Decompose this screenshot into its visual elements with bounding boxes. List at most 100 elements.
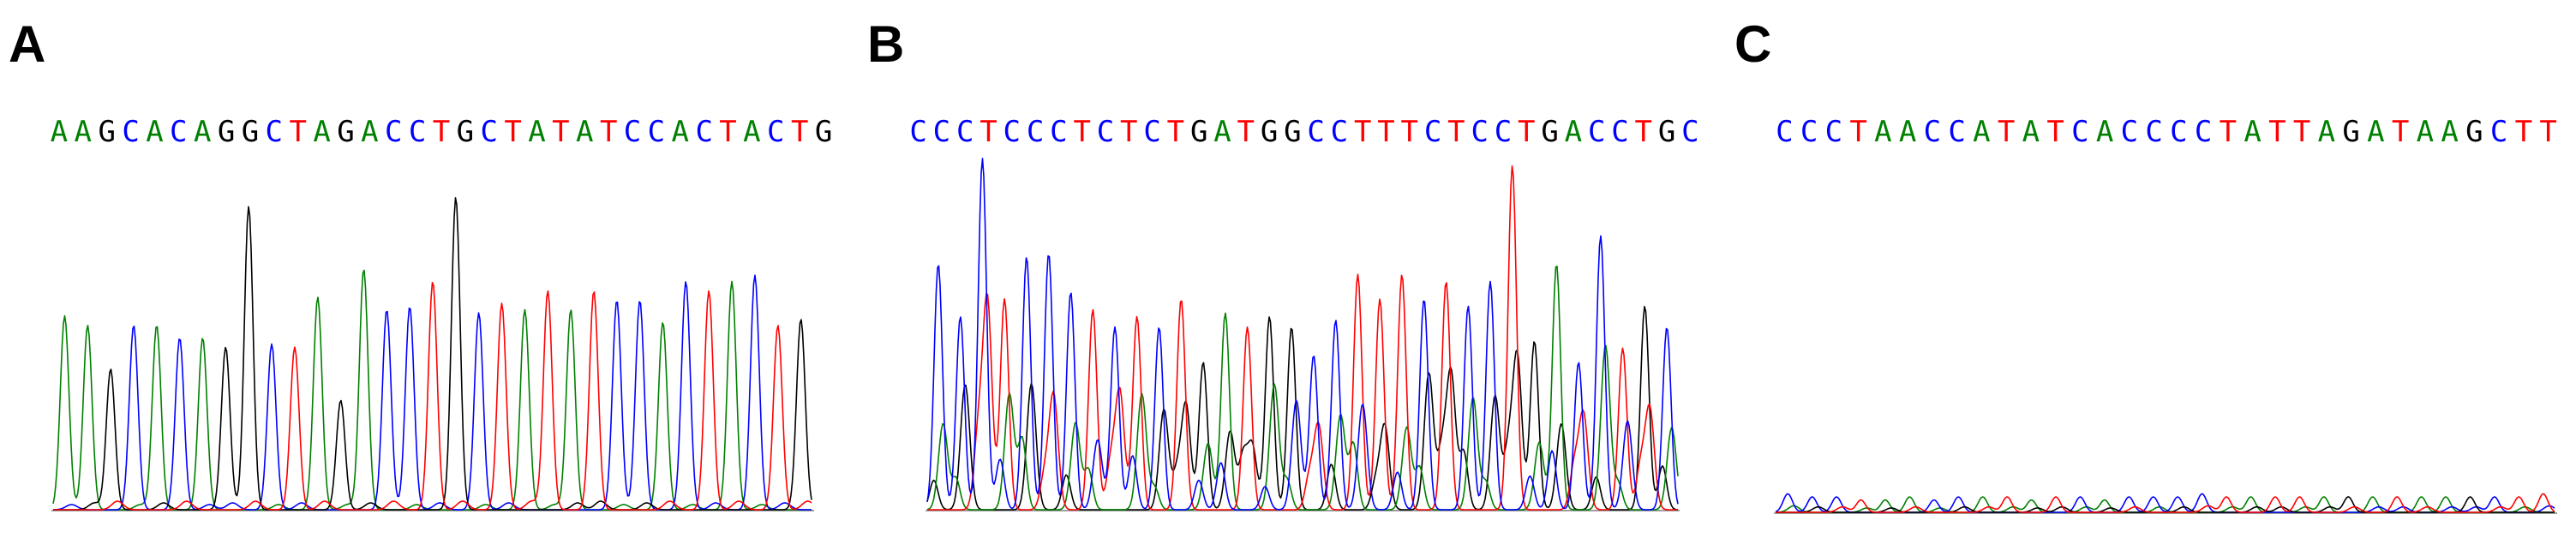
- base-call: A: [743, 115, 760, 149]
- trace-G: [53, 197, 812, 511]
- base-call: A: [2441, 115, 2458, 149]
- base-call: A: [51, 115, 68, 149]
- base-call: A: [1973, 115, 1990, 149]
- base-call: G: [218, 115, 235, 149]
- base-call: C: [122, 115, 139, 149]
- trace-T: [1776, 493, 2555, 513]
- base-call: A: [75, 115, 92, 149]
- base-call: C: [170, 115, 187, 149]
- trace-C: [926, 158, 1679, 511]
- base-call: A: [576, 115, 593, 149]
- base-call: C: [1776, 115, 1793, 149]
- base-call: T: [1447, 115, 1465, 149]
- base-call: T: [1237, 115, 1255, 149]
- base-call: C: [956, 115, 973, 149]
- base-call: G: [242, 115, 259, 149]
- base-call: G: [98, 115, 115, 149]
- base-call: T: [2046, 115, 2064, 149]
- base-call: T: [433, 115, 450, 149]
- base-call: A: [528, 115, 545, 149]
- base-call: T: [791, 115, 808, 149]
- base-call: G: [1541, 115, 1558, 149]
- base-call: C: [1050, 115, 1067, 149]
- base-call: T: [1518, 115, 1535, 149]
- base-call: A: [146, 115, 163, 149]
- base-call: T: [1849, 115, 1866, 149]
- base-call: G: [2342, 115, 2359, 149]
- base-call: T: [1635, 115, 1652, 149]
- base-call: A: [2367, 115, 2384, 149]
- base-call: C: [1143, 115, 1160, 149]
- base-call: C: [648, 115, 665, 149]
- base-call: T: [979, 115, 997, 149]
- base-call: C: [1331, 115, 1348, 149]
- base-call: T: [2220, 115, 2237, 149]
- base-call: G: [1261, 115, 1278, 149]
- base-call: G: [1190, 115, 1207, 149]
- base-call: A: [672, 115, 689, 149]
- base-call: C: [2071, 115, 2088, 149]
- base-call: C: [1825, 115, 1842, 149]
- trace-A: [1775, 496, 2555, 513]
- base-call: T: [2539, 115, 2556, 149]
- trace-C: [52, 274, 812, 511]
- base-call: C: [1948, 115, 1965, 149]
- base-call: G: [1658, 115, 1675, 149]
- base-call: T: [600, 115, 617, 149]
- base-call: C: [695, 115, 712, 149]
- base-call: T: [1377, 115, 1394, 149]
- trace-A: [926, 266, 1679, 511]
- base-call: A: [1899, 115, 1916, 149]
- base-call: C: [2121, 115, 2138, 149]
- base-call: C: [1097, 115, 1114, 149]
- base-call: T: [2293, 115, 2310, 149]
- base-call: T: [1354, 115, 1371, 149]
- base-call: T: [1401, 115, 1418, 149]
- base-call: C: [1924, 115, 1941, 149]
- base-call: A: [2022, 115, 2040, 149]
- base-call: C: [624, 115, 641, 149]
- base-call: T: [289, 115, 306, 149]
- base-call: C: [1003, 115, 1021, 149]
- base-call: C: [2145, 115, 2162, 149]
- panel-label-a: A: [9, 15, 46, 73]
- base-call: C: [409, 115, 426, 149]
- base-call: T: [1073, 115, 1090, 149]
- base-call: C: [1588, 115, 1605, 149]
- base-call: C: [481, 115, 498, 149]
- trace-T: [927, 165, 1678, 511]
- base-call: T: [1998, 115, 2015, 149]
- base-call: G: [2465, 115, 2483, 149]
- base-call: A: [313, 115, 330, 149]
- base-call: G: [457, 115, 474, 149]
- base-call: T: [1120, 115, 1137, 149]
- base-call: T: [2392, 115, 2409, 149]
- base-call: T: [2515, 115, 2532, 149]
- base-call: T: [719, 115, 736, 149]
- base-call: T: [552, 115, 569, 149]
- panel-label-b: B: [867, 15, 905, 73]
- base-call: C: [1471, 115, 1488, 149]
- base-call: A: [1874, 115, 1891, 149]
- base-call: G: [815, 115, 832, 149]
- trace-G: [1776, 496, 2555, 513]
- base-call: C: [1307, 115, 1324, 149]
- base-call: A: [2244, 115, 2261, 149]
- base-call: C: [2195, 115, 2212, 149]
- base-call: C: [767, 115, 784, 149]
- base-call: C: [1424, 115, 1441, 149]
- base-call: C: [2170, 115, 2187, 149]
- base-call: C: [1800, 115, 1818, 149]
- base-call: G: [1284, 115, 1301, 149]
- base-call: C: [909, 115, 926, 149]
- base-call: A: [1213, 115, 1231, 149]
- base-call: C: [266, 115, 283, 149]
- base-call: A: [194, 115, 211, 149]
- base-call: A: [2318, 115, 2335, 149]
- base-call: A: [2417, 115, 2434, 149]
- base-call: A: [361, 115, 378, 149]
